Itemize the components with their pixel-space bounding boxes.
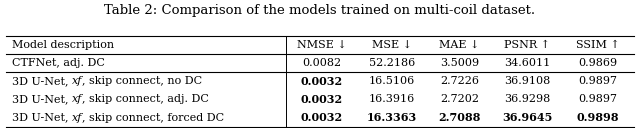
Text: 0.0082: 0.0082 bbox=[302, 58, 341, 68]
Text: xf: xf bbox=[72, 76, 82, 86]
Text: PSNR ↑: PSNR ↑ bbox=[504, 40, 550, 50]
Text: 0.9898: 0.9898 bbox=[576, 112, 619, 123]
Text: 0.9897: 0.9897 bbox=[578, 94, 617, 104]
Text: 2.7202: 2.7202 bbox=[440, 94, 479, 104]
Text: 36.9298: 36.9298 bbox=[504, 94, 550, 104]
Text: 52.2186: 52.2186 bbox=[369, 58, 415, 68]
Text: 3D U-Net,: 3D U-Net, bbox=[12, 76, 72, 86]
Text: 2.7088: 2.7088 bbox=[438, 112, 481, 123]
Text: MSE ↓: MSE ↓ bbox=[372, 40, 412, 50]
Text: MAE ↓: MAE ↓ bbox=[440, 40, 480, 50]
Text: 0.0032: 0.0032 bbox=[301, 112, 342, 123]
Text: 0.0032: 0.0032 bbox=[301, 76, 342, 87]
Text: 36.9645: 36.9645 bbox=[502, 112, 552, 123]
Text: 0.0032: 0.0032 bbox=[301, 94, 342, 105]
Text: SSIM ↑: SSIM ↑ bbox=[575, 40, 620, 50]
Text: 16.3916: 16.3916 bbox=[369, 94, 415, 104]
Text: , skip connect, adj. DC: , skip connect, adj. DC bbox=[82, 94, 209, 104]
Text: 16.3363: 16.3363 bbox=[367, 112, 417, 123]
Text: 3D U-Net,: 3D U-Net, bbox=[12, 113, 72, 123]
Text: 3.5009: 3.5009 bbox=[440, 58, 479, 68]
Text: 36.9108: 36.9108 bbox=[504, 76, 550, 86]
Text: 2.7226: 2.7226 bbox=[440, 76, 479, 86]
Text: 34.6011: 34.6011 bbox=[504, 58, 550, 68]
Text: , skip connect, no DC: , skip connect, no DC bbox=[82, 76, 202, 86]
Text: Model description: Model description bbox=[12, 40, 114, 50]
Text: Table 2: Comparison of the models trained on multi-coil dataset.: Table 2: Comparison of the models traine… bbox=[104, 4, 536, 17]
Text: , skip connect, forced DC: , skip connect, forced DC bbox=[82, 113, 224, 123]
Text: 0.9869: 0.9869 bbox=[578, 58, 617, 68]
Text: NMSE ↓: NMSE ↓ bbox=[297, 40, 346, 50]
Text: 16.5106: 16.5106 bbox=[369, 76, 415, 86]
Text: 3D U-Net,: 3D U-Net, bbox=[12, 94, 72, 104]
Text: 0.9897: 0.9897 bbox=[578, 76, 617, 86]
Text: xf: xf bbox=[72, 113, 82, 123]
Text: CTFNet, adj. DC: CTFNet, adj. DC bbox=[12, 58, 104, 68]
Text: xf: xf bbox=[72, 94, 82, 104]
